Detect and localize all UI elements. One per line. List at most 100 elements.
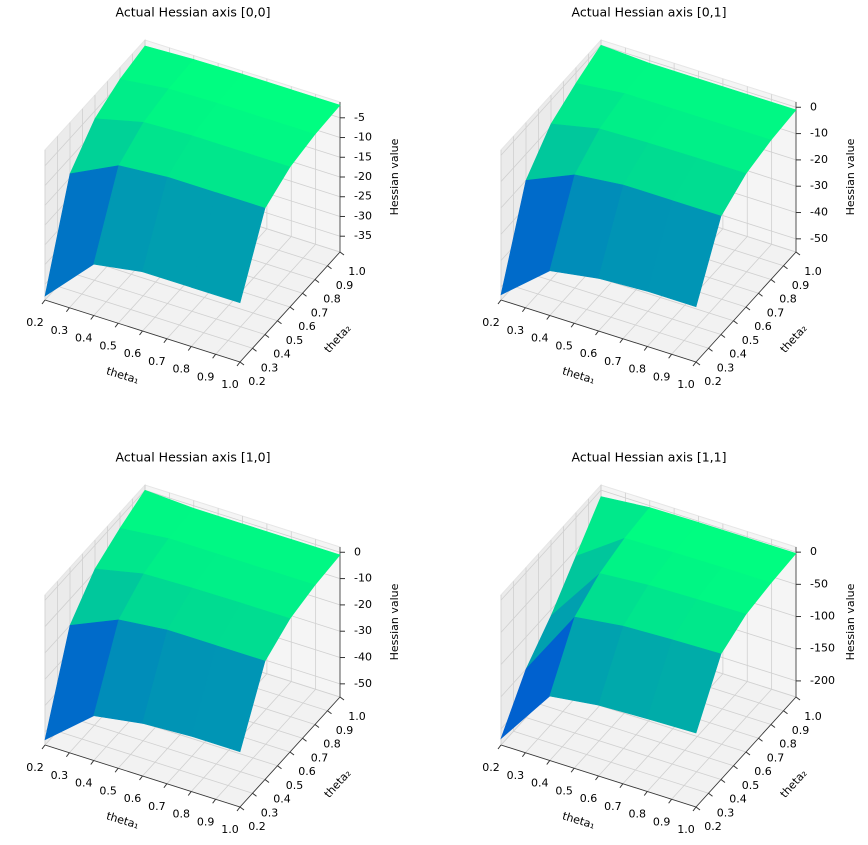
y-tick bbox=[264, 779, 270, 783]
chart-title: Actual Hessian axis [1,1] bbox=[572, 450, 727, 465]
x-tick bbox=[668, 353, 673, 359]
x-tick bbox=[570, 767, 575, 773]
x-tick bbox=[114, 767, 119, 773]
x-tick bbox=[212, 353, 217, 359]
grid-line bbox=[525, 272, 722, 335]
x-axis-label: theta₁ bbox=[105, 809, 141, 831]
x-tick bbox=[546, 315, 551, 320]
x-tick bbox=[41, 299, 46, 305]
y-tick-label: 0.5 bbox=[286, 334, 304, 347]
z-tick-label: -15 bbox=[354, 150, 372, 163]
y-tick-label: 0.6 bbox=[754, 320, 772, 333]
y-tick bbox=[327, 265, 332, 270]
grid-line bbox=[600, 489, 797, 553]
x-tick-label: 0.3 bbox=[51, 324, 69, 337]
y-tick-label: 0.6 bbox=[298, 320, 316, 333]
x-tick-label: 0.3 bbox=[51, 769, 69, 782]
y-tick-label: 0.5 bbox=[286, 779, 304, 792]
x-tick bbox=[643, 346, 648, 351]
y-tick bbox=[745, 751, 751, 756]
y-tick bbox=[289, 306, 295, 311]
y-tick bbox=[327, 710, 332, 715]
x-tick-label: 0.8 bbox=[173, 363, 191, 376]
x-tick-label: 0.2 bbox=[26, 316, 44, 329]
grid-line bbox=[525, 717, 722, 780]
x-tick-label: 0.4 bbox=[531, 332, 549, 345]
z-tick-label: -25 bbox=[354, 190, 372, 203]
x-tick bbox=[65, 307, 70, 313]
x-tick-label: 0.6 bbox=[124, 347, 142, 360]
y-tick bbox=[770, 279, 776, 283]
x-tick-label: 0.9 bbox=[653, 815, 671, 828]
x-tick-label: 0.8 bbox=[629, 363, 647, 376]
y-tick-label: 1.0 bbox=[804, 265, 822, 278]
y-axis-label: theta₂ bbox=[322, 322, 354, 356]
z-tick-label: -10 bbox=[810, 127, 828, 140]
y-tick bbox=[302, 737, 307, 742]
z-tick-label: -20 bbox=[354, 598, 372, 611]
x-tick bbox=[668, 798, 673, 804]
y-tick bbox=[770, 724, 776, 728]
grid-line bbox=[538, 703, 734, 767]
x-tick bbox=[41, 744, 46, 750]
z-tick-label: -40 bbox=[810, 206, 828, 219]
y-tick bbox=[695, 361, 701, 366]
x-tick-label: 0.8 bbox=[173, 808, 191, 821]
x-tick bbox=[139, 330, 143, 336]
x-tick bbox=[212, 798, 217, 804]
z-tick-label: -30 bbox=[354, 209, 372, 222]
grid-line bbox=[69, 272, 266, 335]
x-tick-label: 0.2 bbox=[26, 761, 44, 774]
grid-line bbox=[57, 285, 253, 349]
z-tick-label: -50 bbox=[810, 577, 828, 590]
x-tick bbox=[546, 760, 551, 765]
y-tick bbox=[708, 792, 713, 797]
y-tick-label: 0.2 bbox=[248, 820, 266, 833]
y-tick-label: 0.3 bbox=[261, 361, 279, 374]
z-tick-label: 0 bbox=[354, 545, 361, 558]
y-tick-label: 0.4 bbox=[273, 348, 291, 361]
x-tick-label: 1.0 bbox=[677, 378, 695, 391]
y-tick-label: 0.6 bbox=[298, 765, 316, 778]
x-tick-label: 0.6 bbox=[580, 347, 598, 360]
y-tick bbox=[795, 251, 801, 256]
x-tick bbox=[643, 791, 648, 796]
y-tick-label: 0.7 bbox=[767, 751, 785, 764]
y-axis-label: theta₂ bbox=[778, 322, 810, 356]
grid-line bbox=[82, 258, 278, 322]
x-tick bbox=[90, 760, 95, 765]
y-tick-label: 0.5 bbox=[742, 779, 760, 792]
y-tick-label: 0.4 bbox=[273, 793, 291, 806]
x-tick bbox=[139, 775, 143, 781]
y-tick bbox=[708, 347, 713, 352]
z-tick-label: -30 bbox=[354, 624, 372, 637]
y-tick bbox=[314, 724, 320, 728]
x-tick-label: 1.0 bbox=[221, 378, 239, 391]
y-tick-label: 0.3 bbox=[261, 806, 279, 819]
x-tick-label: 0.9 bbox=[197, 815, 215, 828]
grid-line bbox=[69, 717, 266, 780]
z-tick-label: 0 bbox=[810, 545, 817, 558]
grid-line bbox=[600, 44, 797, 108]
y-tick-label: 0.3 bbox=[717, 806, 735, 819]
y-axis-label: theta₂ bbox=[778, 767, 810, 801]
x-tick-label: 0.2 bbox=[482, 316, 500, 329]
y-tick bbox=[314, 279, 320, 283]
x-tick-label: 0.9 bbox=[653, 370, 671, 383]
y-tick bbox=[783, 710, 788, 715]
y-tick bbox=[758, 737, 763, 742]
x-tick-label: 0.3 bbox=[507, 324, 525, 337]
y-tick-label: 1.0 bbox=[804, 710, 822, 723]
x-tick-label: 0.5 bbox=[555, 339, 573, 352]
y-axis-label: theta₂ bbox=[322, 767, 354, 801]
x-tick-label: 1.0 bbox=[221, 823, 239, 836]
z-tick-label: -150 bbox=[810, 642, 835, 655]
grid-line bbox=[500, 44, 602, 156]
y-tick-label: 0.6 bbox=[754, 765, 772, 778]
chart-title: Actual Hessian axis [1,0] bbox=[116, 450, 271, 465]
z-tick-label: -50 bbox=[354, 677, 372, 690]
x-tick-label: 0.6 bbox=[580, 792, 598, 805]
x-tick bbox=[595, 330, 599, 336]
x-tick bbox=[90, 315, 95, 320]
x-tick-label: 0.6 bbox=[124, 792, 142, 805]
